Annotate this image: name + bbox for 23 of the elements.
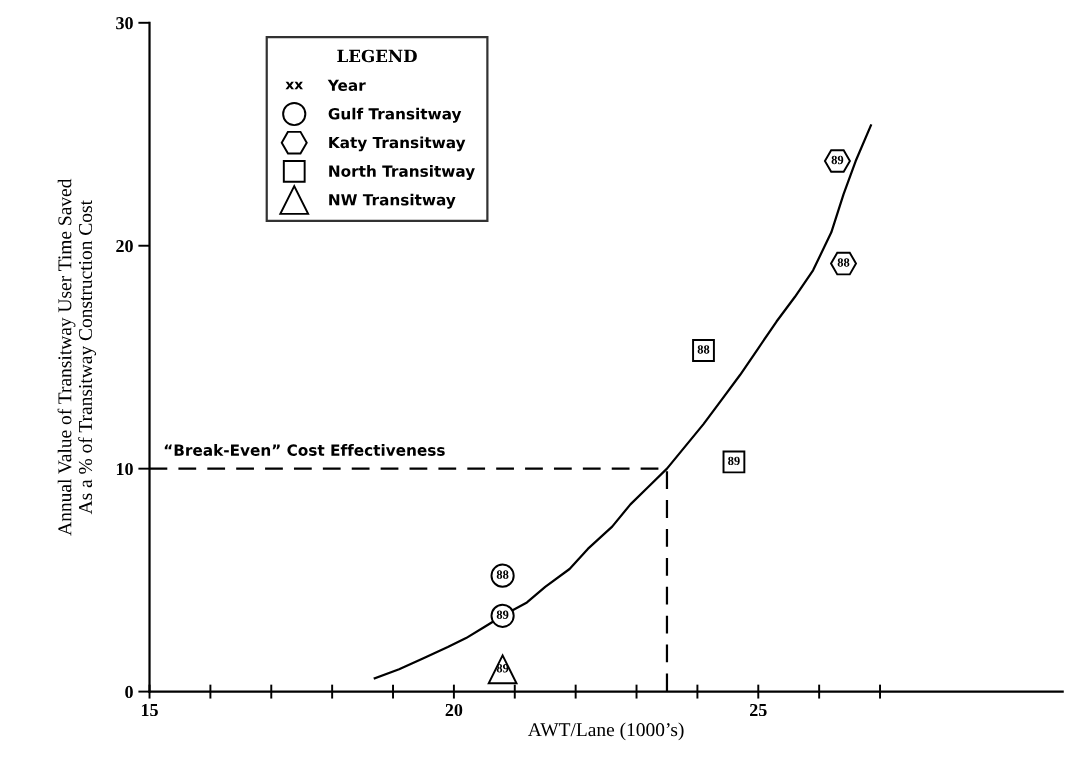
x-axis-title: AWT/Lane (1000’s) — [527, 722, 684, 741]
annotation: xx — [285, 81, 303, 90]
legend-title: LEGEND — [337, 49, 417, 63]
annotation: 89 — [831, 155, 844, 165]
annotation: 88 — [697, 345, 710, 354]
y-tick-label: 0 — [125, 685, 133, 699]
legend-label: Katy Transitway — [329, 136, 466, 152]
legend-label: NW Transitway — [329, 193, 456, 209]
annotation: 88 — [837, 258, 850, 267]
legend-label: Gulf Transitway — [328, 107, 462, 123]
y-tick-label: 10 — [116, 462, 133, 476]
annotation: Year — [327, 79, 366, 92]
y-tick-label: 20 — [116, 239, 133, 253]
annotation: 89 — [496, 610, 509, 619]
y-tick-label: 30 — [116, 17, 133, 30]
x-tick-label: 15 — [141, 704, 158, 717]
annotation: “Break-Even” Cost Effectiveness — [164, 444, 445, 456]
x-tick-label: 20 — [445, 703, 463, 717]
annotation: 88 — [496, 570, 509, 579]
annotation: 89 — [728, 456, 740, 466]
x-tick-label: 25 — [750, 703, 767, 717]
legend-label: North Transitway — [329, 165, 475, 180]
y-axis-title: Annual Value of Transitway User Time Saved As a % of Transitway Construction Cost — [57, 178, 97, 536]
